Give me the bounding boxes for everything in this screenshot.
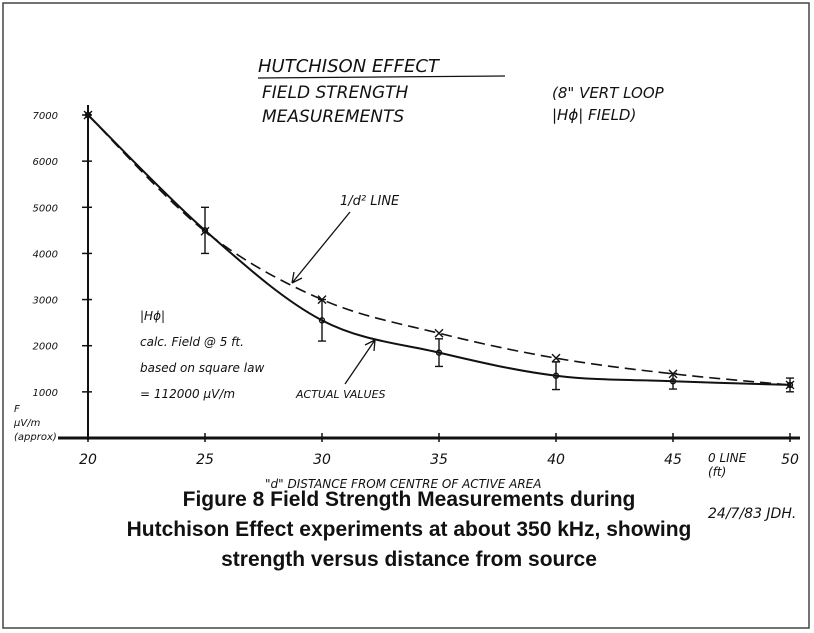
y-axis-label: F <box>14 404 20 415</box>
point-cross <box>785 380 795 390</box>
chart-title: HUTCHISON EFFECT <box>258 56 441 77</box>
y-tick-label: 6000 <box>33 157 58 168</box>
x-axis-label: "d" DISTANCE FROM CENTRE OF ACTIVE AREA <box>265 477 541 491</box>
x-tick-label: 20 <box>79 452 97 468</box>
legend-label: ACTUAL VALUES <box>295 388 386 401</box>
annotation: calc. Field @ 5 ft. <box>140 335 244 349</box>
y-axis-label: µV/m <box>13 418 41 429</box>
chart-subtitle: MEASUREMENTS <box>262 107 404 127</box>
caption: Hutchison Effect experiments at about 35… <box>127 518 692 541</box>
caption: Figure 8 Field Strength Measurements dur… <box>183 488 636 511</box>
signature: 24/7/83 JDH. <box>708 506 796 522</box>
annotation: = 112000 µV/m <box>140 387 235 401</box>
point-cross <box>317 295 327 305</box>
x-tick-label: 25 <box>196 452 214 468</box>
annotation: based on square law <box>140 361 264 375</box>
annotation: 0 LINE <box>708 451 747 465</box>
point-cross <box>434 328 444 338</box>
y-tick-label: 2000 <box>33 342 58 353</box>
y-tick-label: 1000 <box>33 388 58 399</box>
y-axis-label: (approx) <box>14 432 57 443</box>
annotation: (8" VERT LOOP <box>552 84 665 102</box>
annotation: (ft) <box>708 465 726 479</box>
point-cross <box>551 353 561 363</box>
point <box>84 111 92 119</box>
arrow <box>291 211 351 284</box>
point-cross <box>668 369 678 379</box>
x-tick-label: 50 <box>781 452 799 468</box>
legend-label: 1/d² LINE <box>340 194 400 209</box>
annotation: |Hϕ| FIELD) <box>552 106 636 124</box>
y-tick-label: 4000 <box>33 249 58 260</box>
x-tick-label: 40 <box>547 452 565 468</box>
y-tick-label: 5000 <box>33 203 58 214</box>
title-underline <box>257 75 506 79</box>
x-tick-label: 35 <box>430 452 448 468</box>
arrow <box>344 339 376 385</box>
x-tick-label: 30 <box>313 452 331 468</box>
chart-subtitle: FIELD STRENGTH <box>262 83 409 103</box>
annotation: |Hϕ| <box>140 309 165 323</box>
x-tick-label: 45 <box>664 452 682 468</box>
caption: strength versus distance from source <box>221 548 597 571</box>
series-line <box>87 114 791 386</box>
y-tick-label: 7000 <box>33 111 58 122</box>
y-tick-label: 3000 <box>33 296 58 307</box>
